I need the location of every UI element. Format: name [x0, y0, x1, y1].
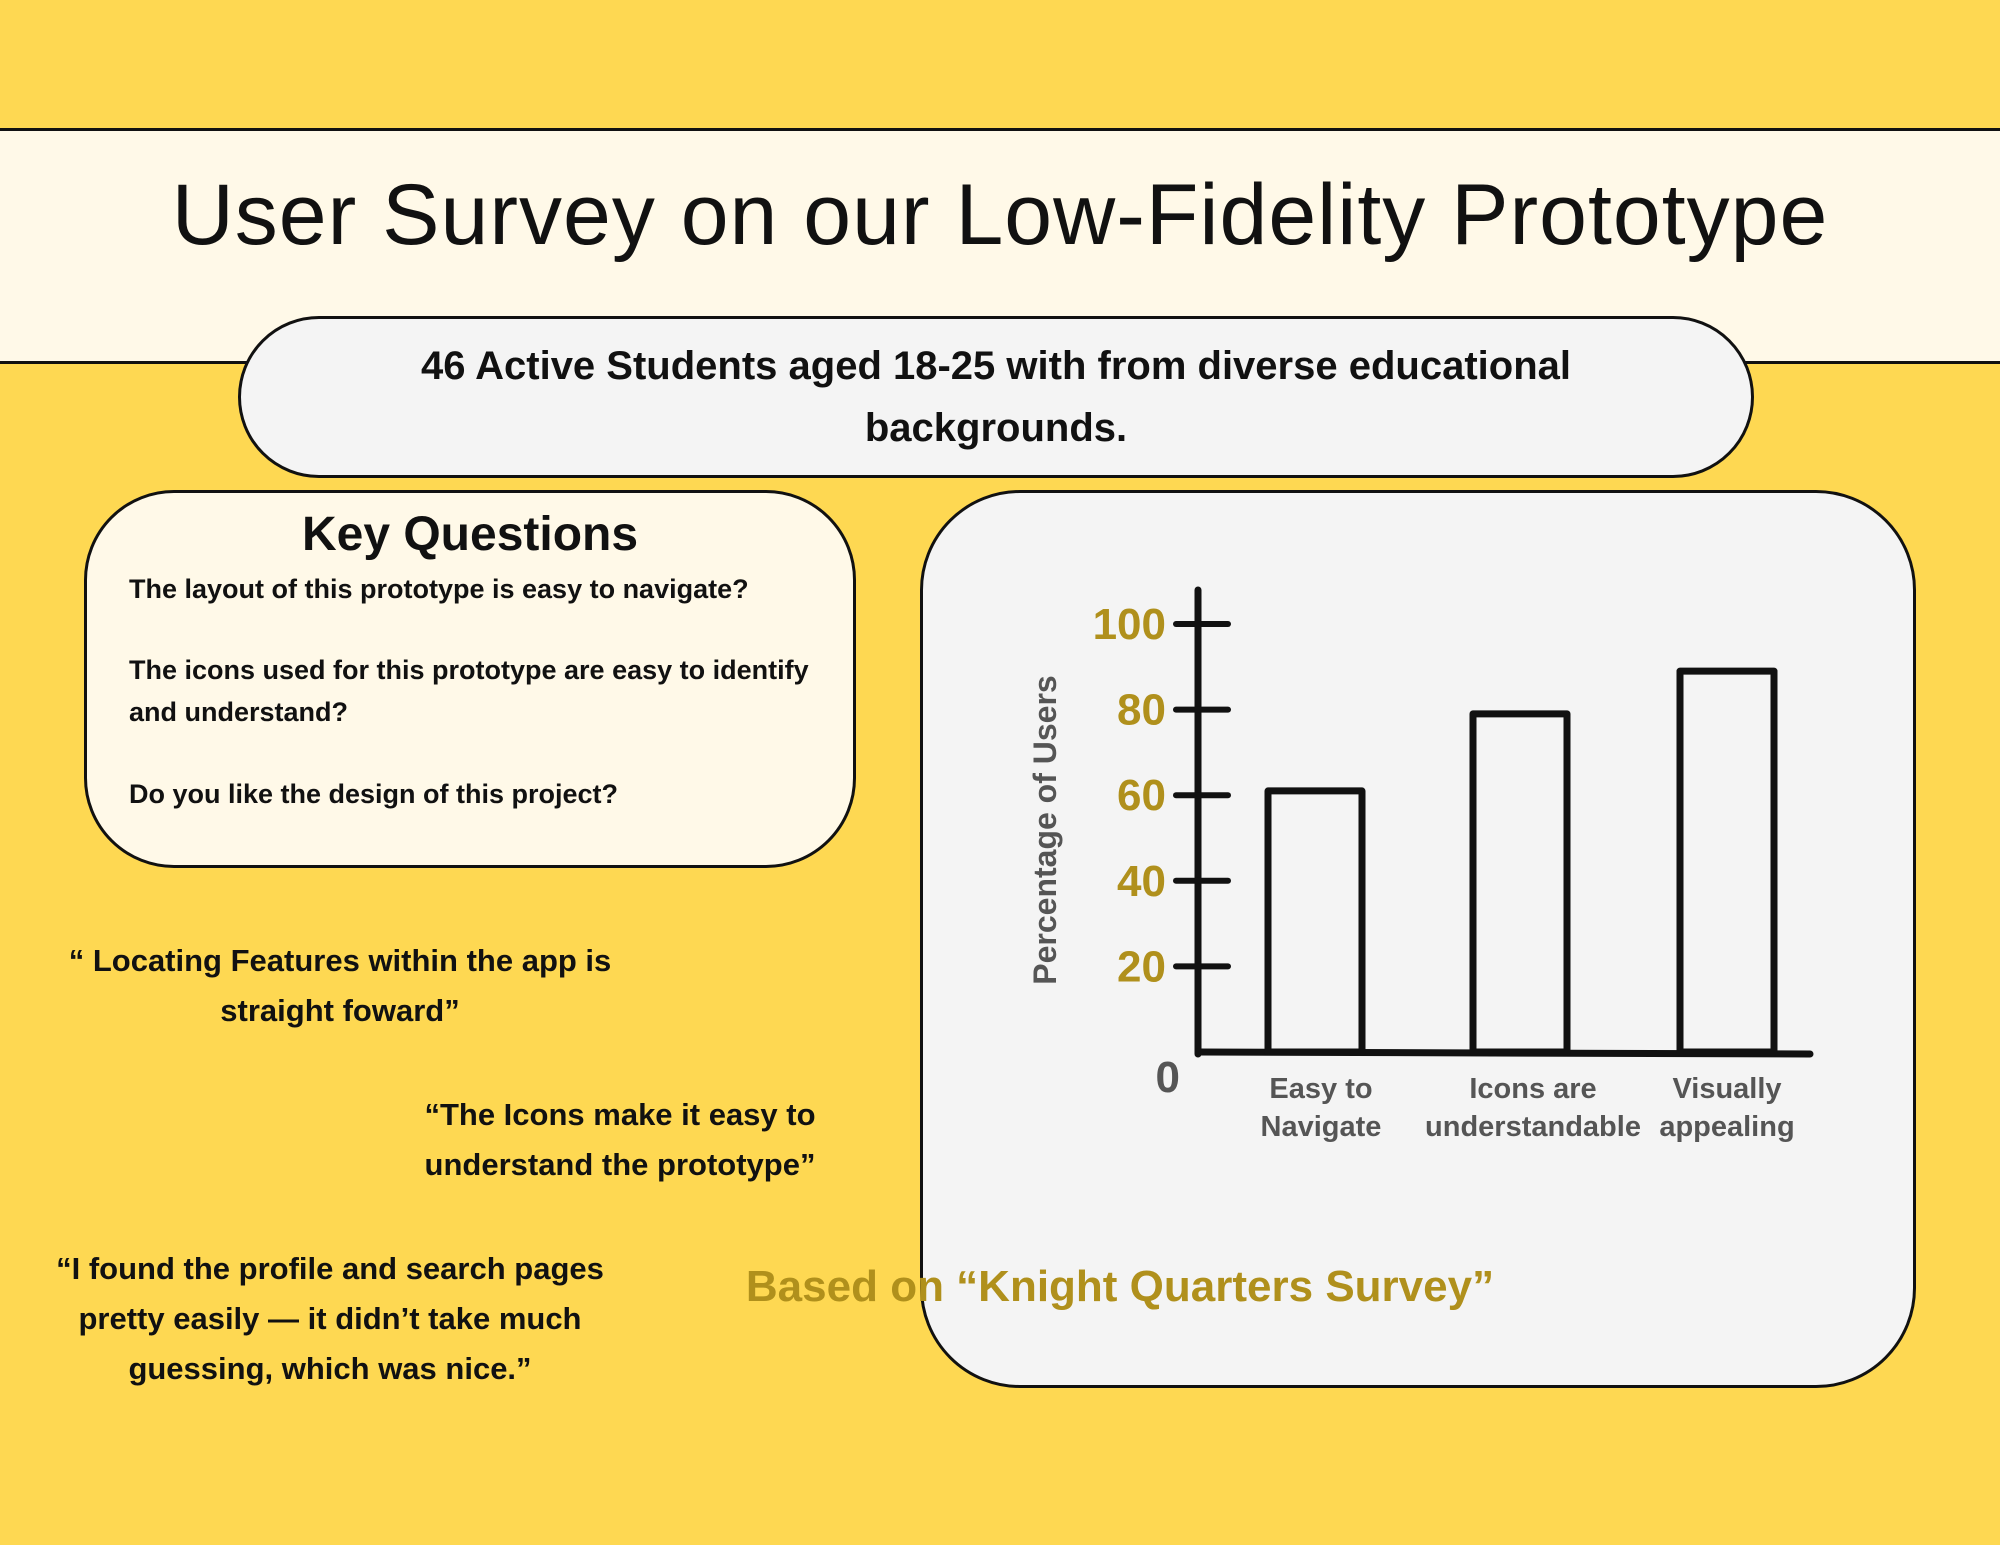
y-tick-label: 40 [1117, 857, 1166, 906]
user-quote: “I found the profile and search pages pr… [56, 1251, 604, 1386]
question-item: Do you like the design of this project? [129, 779, 619, 809]
chart-panel [920, 490, 1916, 1388]
key-questions-panel: Key Questions The layout of this prototy… [84, 490, 856, 868]
x-tick-label: Icons are [1469, 1073, 1596, 1105]
user-quote: “The Icons make it easy to understand th… [424, 1097, 816, 1182]
bar [1676, 667, 1778, 1056]
y-tick-label: 100 [1093, 600, 1166, 649]
y-tick-label: 0 [1156, 1053, 1180, 1102]
x-tick-label: Visually [1672, 1073, 1781, 1105]
x-tick-label: understandable [1425, 1111, 1641, 1143]
x-tick-label: appealing [1659, 1111, 1794, 1143]
bar [1469, 710, 1571, 1056]
key-questions-title: Key Questions [301, 508, 639, 561]
x-tick-label: Navigate [1261, 1111, 1382, 1143]
y-axis-label: Percentage of Users [1027, 675, 1063, 984]
user-quote: “ Locating Features within the app is st… [68, 943, 612, 1028]
question-item: The layout of this prototype is easy to … [129, 574, 749, 604]
y-tick-label: 80 [1117, 686, 1166, 735]
x-tick-label: Easy to [1269, 1073, 1372, 1105]
y-tick-label: 60 [1117, 771, 1166, 820]
y-tick-label: 20 [1117, 942, 1166, 991]
chart-source-note: Based on “Knight Quarters Survey” [745, 1262, 1495, 1311]
subtitle-text: 46 Active Students aged 18-25 with from … [421, 344, 1571, 450]
question-item: The icons used for this prototype are ea… [129, 655, 809, 727]
subtitle-pill: 46 Active Students aged 18-25 with from … [238, 316, 1754, 478]
page-title: User Survey on our Low-Fidelity Prototyp… [171, 167, 1829, 263]
bar [1264, 787, 1366, 1056]
